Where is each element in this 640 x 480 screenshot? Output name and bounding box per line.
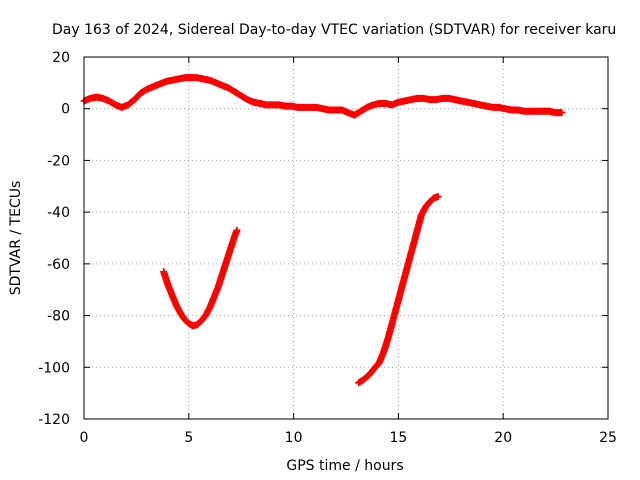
axis-ticks xyxy=(83,56,609,420)
y-tick-label: -20 xyxy=(47,153,70,169)
y-tick-label: -60 xyxy=(47,257,70,273)
x-tick-labels: 0 5 10 15 20 25 xyxy=(80,430,617,446)
y-tick-label: -80 xyxy=(47,309,70,325)
data-point xyxy=(233,226,241,234)
series-segment-3 xyxy=(355,193,442,387)
y-axis-label: SDTVAR / TECUs xyxy=(8,181,24,296)
x-tick-label: 25 xyxy=(599,430,617,446)
y-tick-label: 0 xyxy=(61,102,70,118)
data-series xyxy=(80,74,566,387)
x-tick-label: 15 xyxy=(389,430,407,446)
x-tick-label: 10 xyxy=(285,430,303,446)
x-tick-label: 20 xyxy=(494,430,512,446)
x-axis-label: GPS time / hours xyxy=(286,458,403,474)
y-tick-label: -40 xyxy=(47,205,70,221)
series-segment-2 xyxy=(160,226,241,330)
x-tick-label: 5 xyxy=(184,430,193,446)
y-tick-labels: -120 -100 -80 -60 -40 -20 0 20 xyxy=(38,50,70,428)
data-point xyxy=(434,193,442,201)
y-tick-label: -120 xyxy=(38,412,70,428)
data-point xyxy=(558,109,566,117)
x-tick-label: 0 xyxy=(80,430,89,446)
chart-title: Day 163 of 2024, Sidereal Day-to-day VTE… xyxy=(52,22,616,38)
y-tick-label: -100 xyxy=(38,360,70,376)
plot-frame xyxy=(83,56,609,420)
series-segment-1 xyxy=(80,74,566,119)
y-tick-label: 20 xyxy=(52,50,70,66)
